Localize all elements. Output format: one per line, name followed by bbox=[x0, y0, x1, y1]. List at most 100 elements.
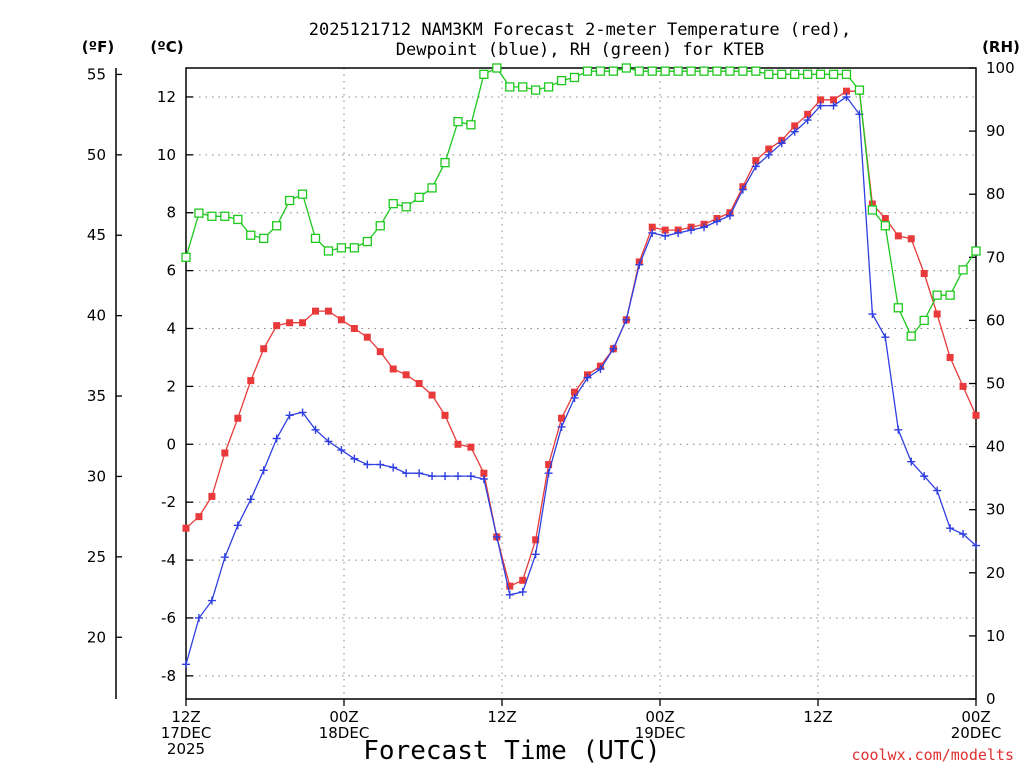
temperature-point bbox=[389, 365, 397, 373]
dewpoint-point bbox=[324, 437, 333, 446]
rh-point bbox=[388, 199, 398, 209]
temperature-point bbox=[752, 157, 760, 165]
temperature-point bbox=[558, 414, 566, 422]
rh-point bbox=[945, 290, 955, 300]
fahrenheit-tick-label: 45 bbox=[87, 226, 106, 244]
x-tick-label: 00Z bbox=[961, 708, 990, 726]
x-tick-label: 00Z bbox=[329, 708, 358, 726]
fahrenheit-tick-label: 50 bbox=[87, 146, 106, 164]
dewpoint-point bbox=[259, 466, 268, 475]
grid-lines bbox=[186, 68, 976, 699]
temperature-point bbox=[571, 388, 579, 396]
chart-title-line1: 2025121712 NAM3KM Forecast 2-meter Tempe… bbox=[309, 20, 851, 40]
temperature-point bbox=[221, 449, 229, 457]
x-tick-label: 00Z bbox=[645, 708, 674, 726]
rh-point bbox=[284, 195, 295, 206]
temperature-point bbox=[817, 96, 825, 104]
dewpoint-point bbox=[777, 139, 786, 148]
rh-tick-label: 0 bbox=[986, 690, 996, 708]
rh-point bbox=[259, 233, 269, 244]
temperature-point bbox=[286, 319, 294, 327]
dewpoint-point bbox=[764, 150, 773, 159]
temperature-point bbox=[933, 310, 941, 318]
fahrenheit-tick-label: 40 bbox=[87, 307, 106, 325]
rh-point bbox=[492, 63, 502, 73]
temperature-point bbox=[376, 348, 384, 356]
rh-tick-label: 80 bbox=[986, 185, 1005, 203]
dewpoint-point bbox=[298, 408, 307, 417]
dewpoint-point bbox=[311, 425, 320, 434]
rh-point bbox=[634, 66, 644, 76]
rh-point bbox=[233, 214, 243, 225]
rh-point bbox=[699, 66, 709, 76]
rh-point bbox=[401, 202, 411, 212]
dewpoint-point bbox=[725, 211, 734, 220]
dewpoint-point bbox=[803, 116, 812, 125]
temperature-point bbox=[234, 414, 242, 422]
temperature-point bbox=[842, 87, 850, 95]
rh-point bbox=[466, 120, 476, 130]
dewpoint-point bbox=[959, 530, 968, 539]
rh-point bbox=[556, 75, 567, 86]
rh-point bbox=[246, 230, 256, 240]
celsius-unit-label: (ºC) bbox=[150, 38, 183, 56]
temperature-point bbox=[532, 536, 540, 544]
rh-point bbox=[414, 192, 424, 203]
temperature-point bbox=[363, 333, 371, 341]
dewpoint-point bbox=[479, 475, 488, 484]
rh-point bbox=[815, 69, 826, 79]
temperature-point bbox=[920, 270, 928, 278]
chart-title-line2: Dewpoint (blue), RH (green) for KTEB bbox=[396, 40, 764, 60]
temperature-point bbox=[959, 382, 967, 390]
rh-point bbox=[790, 69, 800, 79]
rh-point bbox=[971, 246, 981, 256]
x-axis-label: Forecast Time (UTC) bbox=[363, 736, 660, 766]
temperature-point bbox=[247, 377, 255, 385]
rh-point bbox=[880, 221, 890, 231]
rh-point bbox=[686, 66, 696, 76]
celsius-tick-label: -6 bbox=[161, 609, 176, 627]
celsius-tick-label: 12 bbox=[157, 88, 176, 106]
dewpoint-point bbox=[596, 365, 605, 374]
celsius-tick-label: 2 bbox=[166, 377, 176, 395]
celsius-tick-label: -4 bbox=[161, 551, 176, 569]
rh-point bbox=[595, 66, 606, 76]
rh-tick-label: 70 bbox=[986, 248, 1005, 266]
rh-point bbox=[310, 233, 321, 244]
rh-tick-label: 90 bbox=[986, 122, 1005, 140]
rh-point bbox=[323, 246, 334, 256]
dewpoint-point bbox=[389, 463, 398, 472]
dewpoint-point bbox=[505, 590, 514, 599]
dewpoint-point bbox=[609, 344, 618, 353]
dewpoint-point bbox=[492, 532, 501, 541]
dewpoint-point bbox=[829, 101, 838, 110]
rh-point bbox=[841, 69, 852, 79]
celsius-tick-label: 0 bbox=[166, 435, 176, 453]
rh-point bbox=[272, 221, 282, 231]
x-tick-label: 18DEC bbox=[319, 724, 370, 742]
fahrenheit-tick-label: 35 bbox=[87, 387, 106, 405]
dewpoint-point bbox=[428, 472, 437, 481]
dewpoint-point bbox=[946, 524, 955, 533]
temperature-point bbox=[791, 122, 799, 130]
rh-point bbox=[660, 66, 670, 76]
rh-point bbox=[543, 82, 554, 92]
temperature-point bbox=[324, 307, 332, 315]
dewpoint-point bbox=[933, 486, 942, 495]
temperature-point bbox=[195, 513, 203, 521]
dewpoint-point bbox=[272, 434, 281, 443]
rh-point bbox=[505, 82, 515, 92]
temperature-line bbox=[185, 90, 977, 588]
rh-point bbox=[349, 243, 360, 253]
dewpoint-point bbox=[868, 310, 877, 319]
dewpoint-point bbox=[337, 446, 346, 455]
rh-point bbox=[608, 66, 619, 76]
rh-point bbox=[854, 85, 865, 95]
x-tick-label: 17DEC bbox=[161, 724, 212, 742]
dewpoint-point bbox=[661, 231, 670, 240]
temperature-point bbox=[467, 443, 475, 451]
celsius-tick-label: 10 bbox=[157, 146, 176, 164]
dewpoint-point bbox=[674, 228, 683, 237]
fahrenheit-tick-label: 20 bbox=[87, 628, 106, 646]
